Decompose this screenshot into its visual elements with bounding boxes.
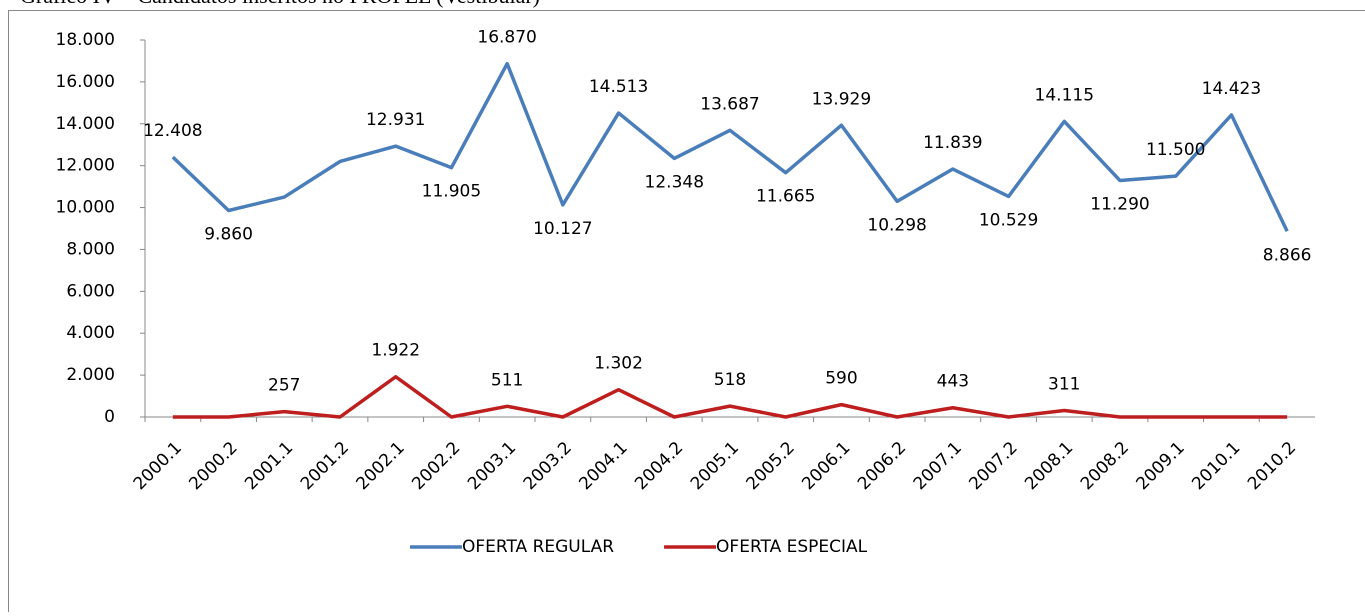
x-tick-label: 2007.2 bbox=[965, 438, 1021, 494]
x-tick-label: 2008.1 bbox=[1021, 438, 1077, 494]
legend-label: OFERTA REGULAR bbox=[462, 537, 614, 557]
y-tick-label: 12.000 bbox=[56, 156, 115, 176]
data-label: 12.408 bbox=[143, 121, 202, 141]
data-label: 511 bbox=[491, 370, 523, 390]
data-label: 11.665 bbox=[756, 187, 815, 207]
data-label: 9.860 bbox=[204, 224, 253, 244]
data-label: 14.423 bbox=[1202, 79, 1261, 99]
data-label: 8.866 bbox=[1263, 245, 1312, 265]
x-tick-label: 2004.2 bbox=[631, 438, 687, 494]
x-tick-label: 2006.2 bbox=[854, 438, 910, 494]
x-tick-label: 2010.2 bbox=[1244, 438, 1300, 494]
data-label: 11.290 bbox=[1090, 195, 1149, 215]
x-tick-label: 2010.1 bbox=[1188, 438, 1244, 494]
data-label: 11.500 bbox=[1146, 140, 1205, 160]
legend-label: OFERTA ESPECIAL bbox=[716, 537, 868, 557]
y-tick-label: 14.000 bbox=[56, 114, 115, 134]
x-tick-label: 2008.2 bbox=[1077, 438, 1133, 494]
data-label: 257 bbox=[268, 376, 300, 396]
data-label: 14.513 bbox=[589, 77, 648, 97]
y-tick-label: 2.000 bbox=[66, 365, 115, 385]
data-label: 10.127 bbox=[533, 219, 592, 239]
x-tick-label: 2003.1 bbox=[464, 438, 520, 494]
data-label: 1.302 bbox=[594, 354, 643, 374]
chart-border bbox=[9, 11, 1365, 613]
data-label: 14.115 bbox=[1035, 85, 1094, 105]
data-label: 443 bbox=[937, 372, 969, 392]
x-tick-label: 2002.1 bbox=[353, 438, 409, 494]
x-tick-label: 2003.2 bbox=[520, 438, 576, 494]
y-tick-label: 0 bbox=[104, 407, 115, 427]
x-tick-label: 2005.1 bbox=[687, 438, 743, 494]
data-label: 11.839 bbox=[923, 133, 982, 153]
data-label: 13.929 bbox=[812, 89, 871, 109]
data-label: 11.905 bbox=[422, 182, 481, 202]
data-label: 311 bbox=[1048, 374, 1080, 394]
x-tick-label: 2004.1 bbox=[575, 438, 631, 494]
x-tick-label: 2000.1 bbox=[130, 438, 186, 494]
x-tick-label: 2009.1 bbox=[1133, 438, 1189, 494]
y-tick-label: 8.000 bbox=[66, 239, 115, 259]
y-tick-label: 10.000 bbox=[56, 198, 115, 218]
x-tick-label: 2001.2 bbox=[297, 438, 353, 494]
x-tick-label: 2005.2 bbox=[743, 438, 799, 494]
x-tick-label: 2001.1 bbox=[241, 438, 297, 494]
data-label: 590 bbox=[825, 369, 857, 389]
y-tick-label: 4.000 bbox=[66, 323, 115, 343]
data-label: 12.931 bbox=[366, 110, 425, 130]
data-label: 518 bbox=[714, 370, 746, 390]
chart-title: Gráfico IV – Candidatos inscritos no PRO… bbox=[20, 0, 540, 8]
y-tick-label: 18.000 bbox=[56, 30, 115, 50]
y-tick-label: 16.000 bbox=[56, 72, 115, 92]
data-label: 13.687 bbox=[700, 94, 759, 114]
x-tick-label: 2007.1 bbox=[910, 438, 966, 494]
data-label: 10.529 bbox=[979, 210, 1038, 230]
x-tick-label: 2006.1 bbox=[798, 438, 854, 494]
x-tick-label: 2000.2 bbox=[185, 438, 241, 494]
data-label: 1.922 bbox=[371, 341, 420, 361]
data-label: 12.348 bbox=[645, 172, 704, 192]
x-tick-label: 2002.2 bbox=[408, 438, 464, 494]
data-label: 10.298 bbox=[867, 215, 926, 235]
y-tick-label: 6.000 bbox=[66, 281, 115, 301]
data-label: 16.870 bbox=[477, 28, 536, 48]
